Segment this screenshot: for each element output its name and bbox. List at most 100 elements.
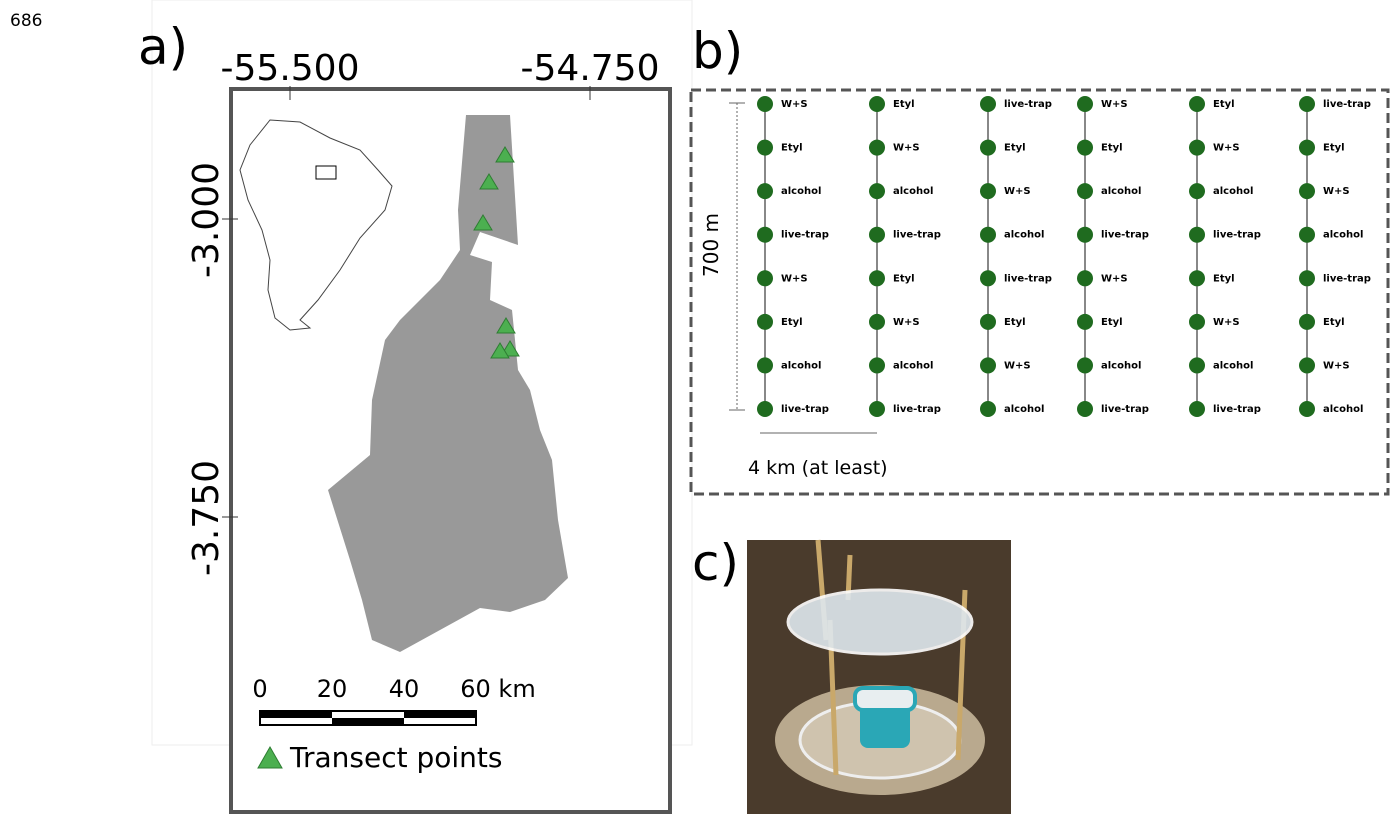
trap-point (1299, 401, 1315, 417)
trap-point (1189, 140, 1205, 156)
trap-point (757, 357, 773, 373)
trap-label: W+S (1101, 273, 1128, 284)
trap-point (1299, 96, 1315, 112)
trap-label: live-trap (781, 230, 829, 241)
figure: 686 a) -55.500 -54.750 -3.000 -3.750 0 2… (0, 0, 1396, 815)
trap-label: live-trap (893, 404, 941, 415)
trap-point (1077, 140, 1093, 156)
trap-label: Etyl (893, 99, 915, 110)
trap-label: W+S (1323, 186, 1350, 197)
trap-label: alcohol (1323, 404, 1363, 415)
trap-point (1077, 227, 1093, 243)
trap-label: W+S (1213, 143, 1240, 154)
trap-label: live-trap (1323, 273, 1371, 284)
width-label: 4 km (at least) (748, 457, 888, 479)
trap-label: alcohol (1004, 404, 1044, 415)
trap-point (869, 401, 885, 417)
trap-point (1299, 357, 1315, 373)
trap-label: alcohol (1101, 186, 1141, 197)
trap-point (1299, 227, 1315, 243)
trap-label: alcohol (1213, 360, 1253, 371)
trap-label: Etyl (1213, 99, 1235, 110)
x-tick-label: -55.500 (221, 48, 360, 89)
trap-point (980, 401, 996, 417)
scale-label: 0 (252, 675, 267, 703)
trap-point (757, 314, 773, 330)
trap-point (757, 270, 773, 286)
trap-label: live-trap (1323, 99, 1371, 110)
trap-label: alcohol (893, 360, 933, 371)
trap-label: live-trap (893, 230, 941, 241)
x-tick-label: -54.750 (521, 48, 660, 89)
trap-point (757, 96, 773, 112)
trap-point (869, 314, 885, 330)
trap-label: alcohol (1323, 230, 1363, 241)
trap-point (869, 227, 885, 243)
trap-label: Etyl (1323, 317, 1345, 328)
panel-label: b) (692, 22, 743, 80)
trap-label: alcohol (893, 186, 933, 197)
trap-point (757, 227, 773, 243)
trap-point (869, 357, 885, 373)
trap-label: alcohol (1101, 360, 1141, 371)
trap-point (1077, 401, 1093, 417)
line-number: 686 (10, 11, 42, 31)
trap-point (1077, 270, 1093, 286)
trap-point (1189, 401, 1205, 417)
trap-point (980, 314, 996, 330)
trap-point (1189, 227, 1205, 243)
trap-label: W+S (1004, 360, 1031, 371)
transects: W+S Etyl alcohol live-trap W+S Etyl alcohol liv… (757, 96, 1371, 417)
trap-point (980, 270, 996, 286)
trap-label: live-trap (1101, 404, 1149, 415)
trap-point (980, 227, 996, 243)
trap-point (1189, 183, 1205, 199)
trap-label: Etyl (1004, 143, 1026, 154)
trap-label: Etyl (893, 273, 915, 284)
trap-photo (747, 540, 1011, 814)
trap-point (1299, 183, 1315, 199)
trap-label: Etyl (1101, 143, 1123, 154)
trap-label: Etyl (1101, 317, 1123, 328)
trap-label: Etyl (781, 143, 803, 154)
trap-label: alcohol (1213, 186, 1253, 197)
trap-label: W+S (781, 99, 808, 110)
trap-point (1077, 96, 1093, 112)
trap-label: alcohol (781, 186, 821, 197)
trap-label: W+S (1323, 360, 1350, 371)
trap-label: alcohol (781, 360, 821, 371)
trap-label: W+S (1213, 317, 1240, 328)
trap-label: live-trap (1004, 99, 1052, 110)
trap-point (980, 140, 996, 156)
trap-point (1299, 270, 1315, 286)
trap-point (869, 270, 885, 286)
trap-point (869, 96, 885, 112)
trap-label: Etyl (1004, 317, 1026, 328)
trap-label: live-trap (1213, 404, 1261, 415)
trap-label: W+S (1004, 186, 1031, 197)
trap-point (757, 140, 773, 156)
panel-label: a) (138, 18, 188, 76)
y-tick-label: -3.750 (186, 460, 227, 576)
trap-label: W+S (893, 317, 920, 328)
trap-point (1077, 314, 1093, 330)
trap-point (980, 183, 996, 199)
scale-label: 40 (389, 675, 420, 703)
trap-point (1299, 314, 1315, 330)
trap-point (1077, 183, 1093, 199)
trap-point (980, 96, 996, 112)
trap-point (1299, 140, 1315, 156)
trap-point (757, 401, 773, 417)
trap-point (980, 357, 996, 373)
trap-point (757, 183, 773, 199)
trap-label: alcohol (1004, 230, 1044, 241)
trap-point (1189, 314, 1205, 330)
trap-point (1189, 96, 1205, 112)
trap-label: live-trap (1101, 230, 1149, 241)
y-tick-label: -3.000 (186, 162, 227, 278)
trap-label: W+S (893, 143, 920, 154)
trap-point (1189, 270, 1205, 286)
scale-bar (260, 711, 476, 725)
trap-label: W+S (781, 273, 808, 284)
trap-point (1189, 357, 1205, 373)
